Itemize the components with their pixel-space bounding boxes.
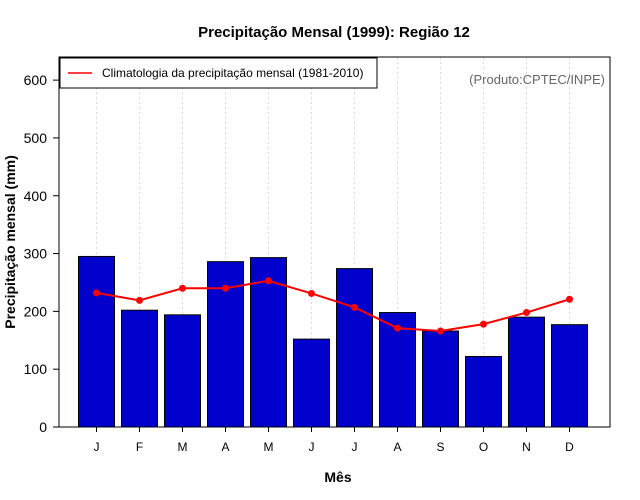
credit-annotation: (Produto:CPTEC/INPE) bbox=[469, 72, 605, 87]
y-tick-label: 500 bbox=[24, 130, 48, 146]
climatology-point-6 bbox=[308, 289, 315, 297]
y-tick-label: 200 bbox=[24, 303, 48, 319]
bar-month-11 bbox=[508, 316, 545, 428]
legend-entry-climatology: Climatologia da precipitação mensal (198… bbox=[102, 66, 363, 80]
y-tick-label: 0 bbox=[39, 419, 47, 435]
climatology-series bbox=[93, 277, 573, 335]
climatology-point-4 bbox=[222, 284, 229, 292]
bar-month-10 bbox=[465, 355, 502, 428]
x-axis-label: Mês bbox=[324, 469, 351, 485]
y-tick-label: 400 bbox=[24, 188, 48, 204]
legend: Climatologia da precipitação mensal (198… bbox=[59, 57, 378, 89]
x-tick-label: A bbox=[221, 440, 229, 454]
y-tick-label: 100 bbox=[24, 361, 48, 377]
x-tick-label: F bbox=[136, 440, 143, 454]
bar-month-9 bbox=[422, 330, 459, 428]
climatology-point-9 bbox=[437, 327, 444, 335]
chart-title: Precipitação Mensal (1999): Região 12 bbox=[198, 24, 470, 41]
x-tick-label: J bbox=[94, 440, 100, 454]
bar-series bbox=[78, 255, 588, 428]
climatology-point-7 bbox=[351, 303, 358, 311]
x-tick-label: M bbox=[264, 440, 274, 454]
climatology-point-11 bbox=[523, 309, 530, 317]
x-tick-label: N bbox=[522, 440, 531, 454]
bar-month-3 bbox=[164, 314, 201, 428]
climatology-point-10 bbox=[480, 320, 487, 328]
bar-month-6 bbox=[293, 338, 330, 428]
climatology-line bbox=[96, 279, 570, 333]
bar-month-1 bbox=[78, 255, 115, 428]
climatology-point-12 bbox=[566, 295, 573, 303]
x-tick-label: J bbox=[309, 440, 315, 454]
climatology-point-1 bbox=[93, 289, 100, 297]
climatology-point-5 bbox=[265, 277, 272, 285]
x-tick-label: A bbox=[393, 440, 401, 454]
bar-month-2 bbox=[121, 309, 158, 428]
climatology-point-2 bbox=[136, 296, 143, 304]
x-tick-label: D bbox=[565, 440, 574, 454]
y-axis-label: Precipitação mensal (mm) bbox=[2, 155, 18, 329]
plot-frame bbox=[58, 56, 611, 428]
x-tick-label: S bbox=[436, 440, 444, 454]
bar-month-7 bbox=[336, 268, 373, 428]
y-tick-label: 300 bbox=[24, 246, 48, 262]
y-tick-label: 600 bbox=[24, 72, 48, 88]
x-tick-label: O bbox=[479, 440, 488, 454]
legend-box bbox=[59, 57, 378, 89]
climatology-point-3 bbox=[179, 284, 186, 292]
x-tick-label: J bbox=[352, 440, 358, 454]
bar-month-12 bbox=[551, 324, 588, 428]
y-axis: 0 100 200 300 400 500 600 bbox=[24, 72, 59, 435]
climatology-point-8 bbox=[394, 324, 401, 332]
grid bbox=[96, 57, 570, 427]
x-tick-label: M bbox=[178, 440, 188, 454]
